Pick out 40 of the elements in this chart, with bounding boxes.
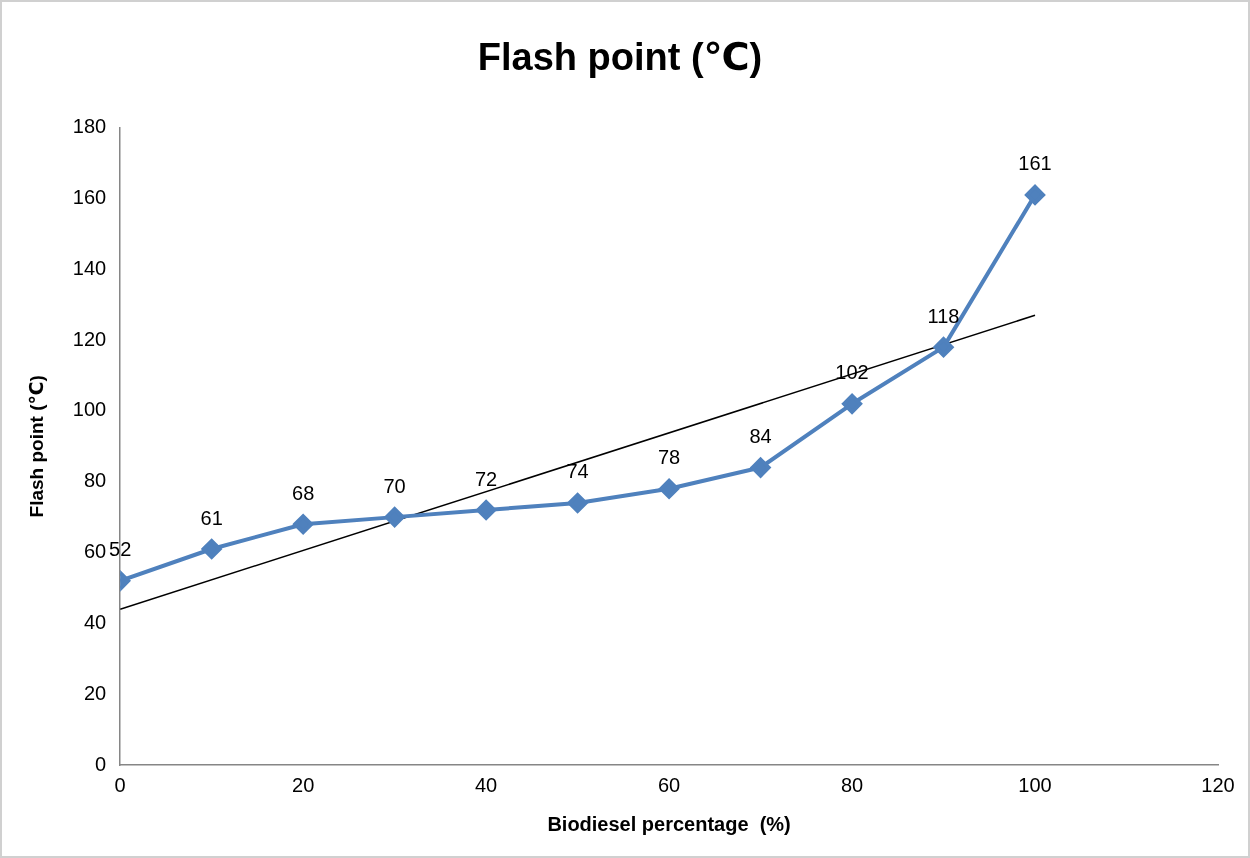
data-label: 70 (383, 474, 406, 497)
y-tick-label: 120 (72, 327, 107, 350)
data-label: 61 (200, 506, 223, 529)
data-label: 78 (657, 446, 681, 469)
point (659, 478, 680, 499)
x-axis-title: Biodiesel percentage (%) (547, 812, 791, 835)
point (933, 337, 954, 358)
y-tick-label: 180 (72, 115, 107, 138)
x-tick-label: 80 (840, 773, 864, 796)
point (384, 507, 405, 528)
point (476, 500, 497, 521)
data-label: 68 (292, 481, 315, 504)
y-tick-label: 20 (83, 681, 107, 704)
y-axis-title: Flash point (℃) (25, 375, 47, 518)
y-tick-label: 100 (72, 398, 107, 421)
x-tick-label: 120 (1201, 773, 1235, 796)
x-tick-label: 0 (114, 773, 126, 796)
y-tick-label: 0 (95, 752, 107, 775)
data-label: 161 (1018, 152, 1052, 175)
x-tick-label: 60 (657, 773, 681, 796)
x-tick-label: 40 (474, 773, 498, 796)
data-label: 72 (474, 467, 498, 490)
y-tick-label: 140 (72, 256, 107, 279)
data-label: 74 (566, 460, 589, 483)
chart-title: Flash point (℃) (477, 36, 763, 79)
point (750, 457, 771, 478)
y-tick-label: 60 (83, 540, 107, 563)
x-tick-label: 20 (292, 773, 315, 796)
y-tick-label: 40 (83, 610, 107, 633)
point (201, 538, 222, 559)
data-label: 52 (109, 538, 132, 561)
point (293, 514, 314, 535)
y-tick-label: 80 (83, 469, 107, 492)
data-label: 84 (749, 425, 772, 448)
x-tick-label: 100 (1018, 773, 1052, 796)
point (567, 492, 588, 513)
data-label: 118 (927, 304, 960, 327)
point (1025, 184, 1046, 205)
y-tick-label: 160 (72, 185, 107, 208)
point (842, 393, 863, 414)
